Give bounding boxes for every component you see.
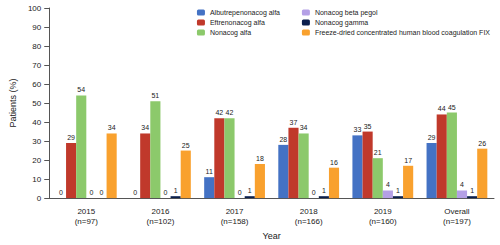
svg-text:2018: 2018 xyxy=(300,207,318,216)
svg-text:25: 25 xyxy=(182,142,190,149)
svg-text:0: 0 xyxy=(133,189,137,196)
svg-text:(n=97): (n=97) xyxy=(75,217,99,226)
svg-text:4: 4 xyxy=(460,181,464,188)
svg-text:(n=102): (n=102) xyxy=(147,217,175,226)
svg-text:1: 1 xyxy=(322,187,326,194)
svg-text:34: 34 xyxy=(300,124,308,131)
svg-text:Freeze-dried concentrated huma: Freeze-dried concentrated human blood co… xyxy=(315,29,490,37)
svg-text:30: 30 xyxy=(32,137,41,146)
svg-text:21: 21 xyxy=(374,149,382,156)
svg-text:(n=158): (n=158) xyxy=(221,217,249,226)
svg-text:29: 29 xyxy=(67,134,75,141)
svg-text:90: 90 xyxy=(32,23,41,32)
svg-text:29: 29 xyxy=(428,134,436,141)
svg-text:(n=166): (n=166) xyxy=(295,217,323,226)
svg-text:Nonacog beta pegol: Nonacog beta pegol xyxy=(315,9,378,17)
svg-text:0: 0 xyxy=(238,189,242,196)
svg-text:2019: 2019 xyxy=(374,207,392,216)
svg-text:70: 70 xyxy=(32,61,41,70)
svg-text:10: 10 xyxy=(32,175,41,184)
svg-text:Overall: Overall xyxy=(444,207,470,216)
svg-text:54: 54 xyxy=(77,86,85,93)
svg-text:80: 80 xyxy=(32,42,41,51)
svg-text:42: 42 xyxy=(215,109,223,116)
svg-text:Year: Year xyxy=(263,231,281,241)
svg-text:42: 42 xyxy=(226,109,234,116)
svg-text:Eftrenonacog alfa: Eftrenonacog alfa xyxy=(210,19,265,27)
svg-text:1: 1 xyxy=(396,187,400,194)
svg-text:Nonacog alfa: Nonacog alfa xyxy=(210,29,251,37)
svg-text:Nonacog gamma: Nonacog gamma xyxy=(315,19,368,27)
svg-text:Albutrepenonacog alfa: Albutrepenonacog alfa xyxy=(210,9,280,17)
svg-text:(n=197): (n=197) xyxy=(443,217,471,226)
svg-text:4: 4 xyxy=(386,181,390,188)
svg-text:Patients (%): Patients (%) xyxy=(8,79,18,128)
svg-text:50: 50 xyxy=(32,99,41,108)
svg-text:45: 45 xyxy=(448,104,456,111)
svg-text:17: 17 xyxy=(404,157,412,164)
svg-text:0: 0 xyxy=(89,189,93,196)
svg-text:28: 28 xyxy=(279,136,287,143)
svg-text:0: 0 xyxy=(37,194,42,203)
svg-text:18: 18 xyxy=(256,155,264,162)
svg-text:1: 1 xyxy=(470,187,474,194)
svg-text:0: 0 xyxy=(100,189,104,196)
svg-text:0: 0 xyxy=(59,189,63,196)
svg-text:51: 51 xyxy=(151,92,159,99)
svg-text:0: 0 xyxy=(164,189,168,196)
svg-text:0: 0 xyxy=(312,189,316,196)
svg-text:1: 1 xyxy=(174,187,178,194)
svg-text:37: 37 xyxy=(290,119,298,126)
svg-text:20: 20 xyxy=(32,156,41,165)
svg-text:11: 11 xyxy=(206,168,213,175)
svg-text:2016: 2016 xyxy=(152,207,170,216)
svg-text:1: 1 xyxy=(248,187,252,194)
svg-text:33: 33 xyxy=(354,126,362,133)
svg-text:(n=160): (n=160) xyxy=(369,217,397,226)
svg-text:34: 34 xyxy=(141,124,149,131)
svg-text:44: 44 xyxy=(438,105,446,112)
svg-text:60: 60 xyxy=(32,80,41,89)
svg-text:40: 40 xyxy=(32,118,41,127)
svg-text:16: 16 xyxy=(330,159,338,166)
svg-text:34: 34 xyxy=(108,124,116,131)
svg-text:2015: 2015 xyxy=(77,207,95,216)
svg-text:35: 35 xyxy=(364,123,372,130)
svg-text:100: 100 xyxy=(28,4,42,13)
svg-text:2017: 2017 xyxy=(226,207,244,216)
svg-text:26: 26 xyxy=(478,140,486,147)
